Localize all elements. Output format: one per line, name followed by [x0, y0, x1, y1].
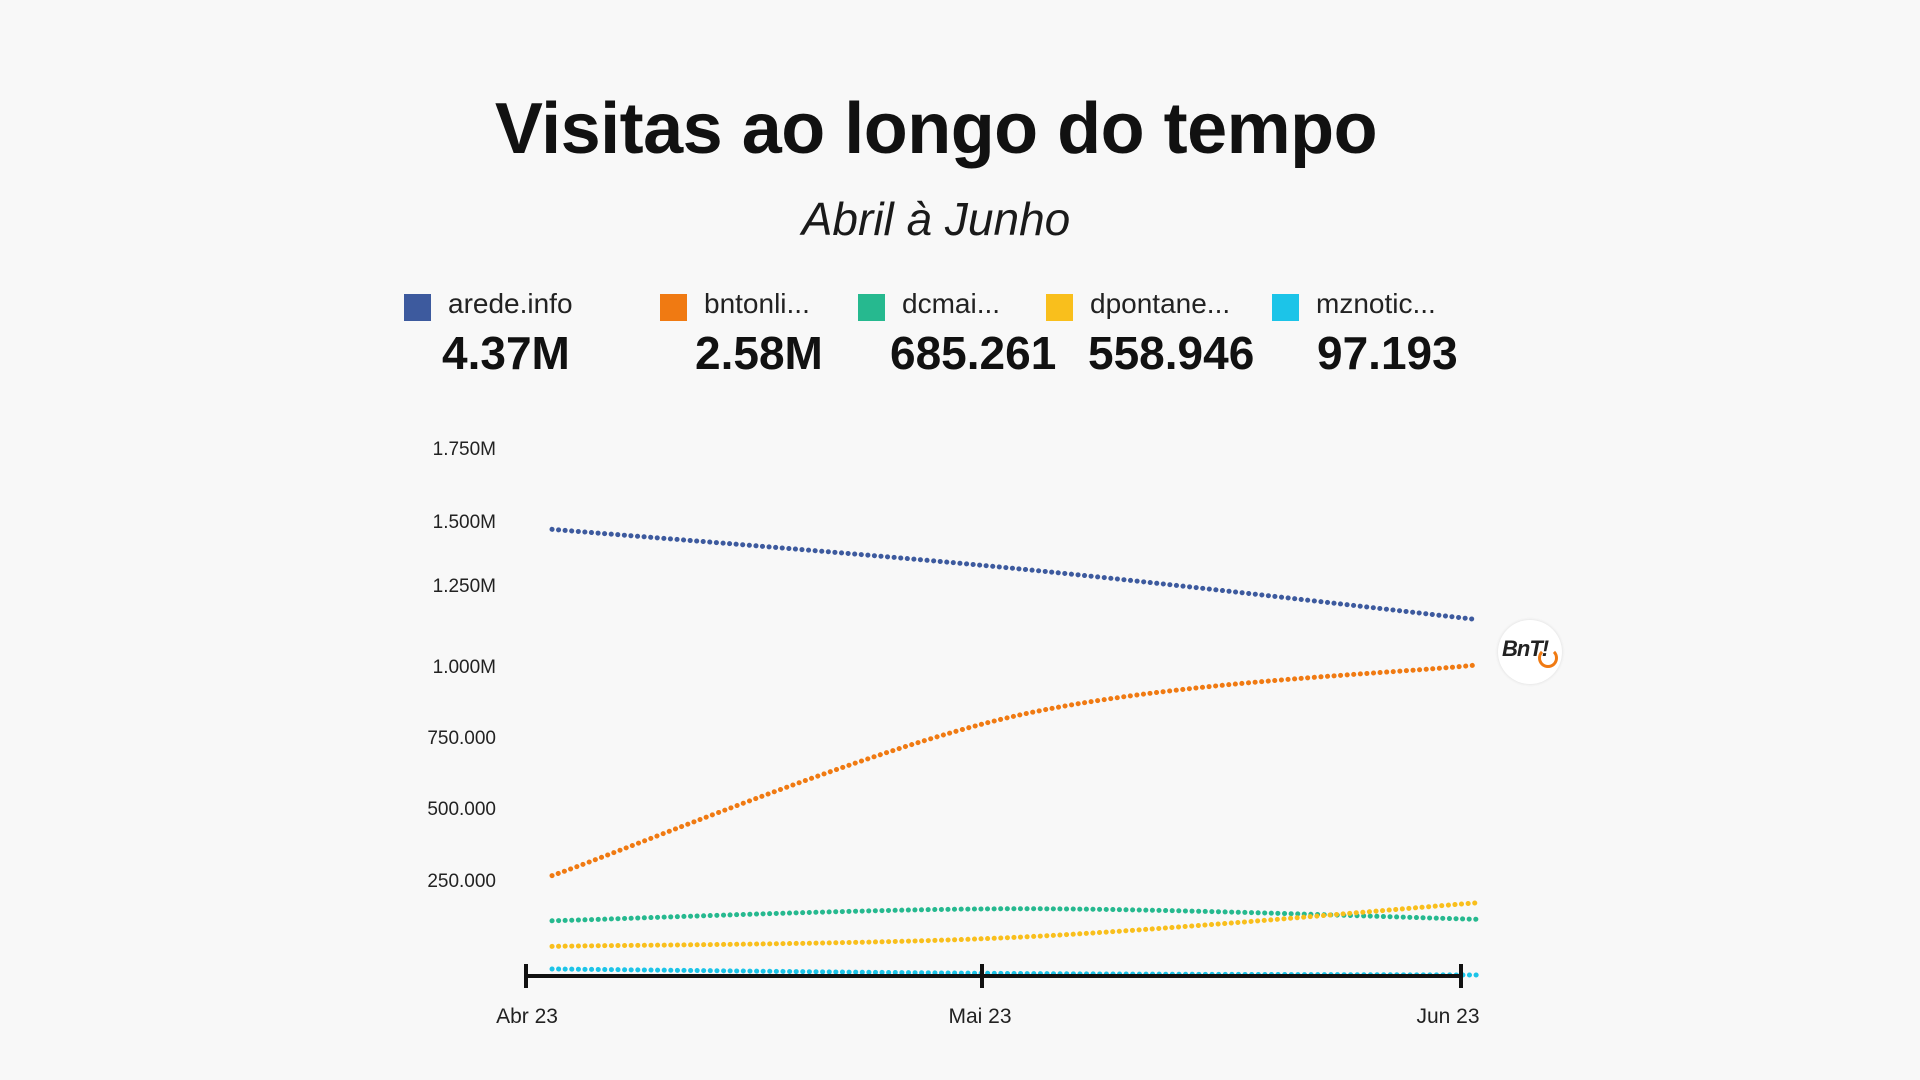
- brand-logo[interactable]: BnT!: [1498, 620, 1562, 684]
- legend-total: 2.58M: [695, 327, 823, 379]
- legend-total: 685.261: [890, 327, 1057, 379]
- x-tick-label: Jun 23: [1416, 1005, 1479, 1028]
- legend-label: bntonli...: [704, 288, 810, 319]
- series-line-0: [549, 526, 1481, 623]
- series-line-1: [549, 662, 1481, 879]
- legend-label: arede.info: [448, 288, 573, 319]
- y-tick-label: 750.000: [427, 728, 496, 749]
- chart-subtitle: Abril à Junho: [801, 193, 1071, 245]
- chart-title: Visitas ao longo do tempo: [494, 89, 1378, 169]
- legend-swatch: [660, 294, 687, 321]
- legend-total: 97.193: [1317, 327, 1458, 379]
- series-line-3: [549, 900, 1481, 949]
- legend-swatch: [1046, 294, 1073, 321]
- legend-label: dcmai...: [902, 288, 1001, 319]
- y-tick-label: 500.000: [427, 799, 496, 820]
- legend-label: dpontane...: [1090, 288, 1231, 319]
- y-tick-label: 1.750M: [433, 439, 496, 460]
- speech-bubble-icon: [1538, 648, 1558, 668]
- y-tick-label: 1.500M: [433, 512, 496, 533]
- y-tick-label: 250.000: [427, 871, 496, 892]
- legend-swatch: [1272, 294, 1299, 321]
- y-tick-label: 1.000M: [433, 657, 496, 678]
- series-line-2: [549, 906, 1481, 924]
- legend-swatch: [858, 294, 885, 321]
- y-tick-label: 1.250M: [433, 576, 496, 597]
- x-tick-label: Abr 23: [496, 1005, 558, 1028]
- legend-label: mznotic...: [1316, 288, 1436, 319]
- legend-total: 558.946: [1088, 327, 1255, 379]
- legend-swatch: [404, 294, 431, 321]
- x-tick-label: Mai 23: [948, 1005, 1011, 1028]
- legend-total: 4.37M: [442, 327, 570, 379]
